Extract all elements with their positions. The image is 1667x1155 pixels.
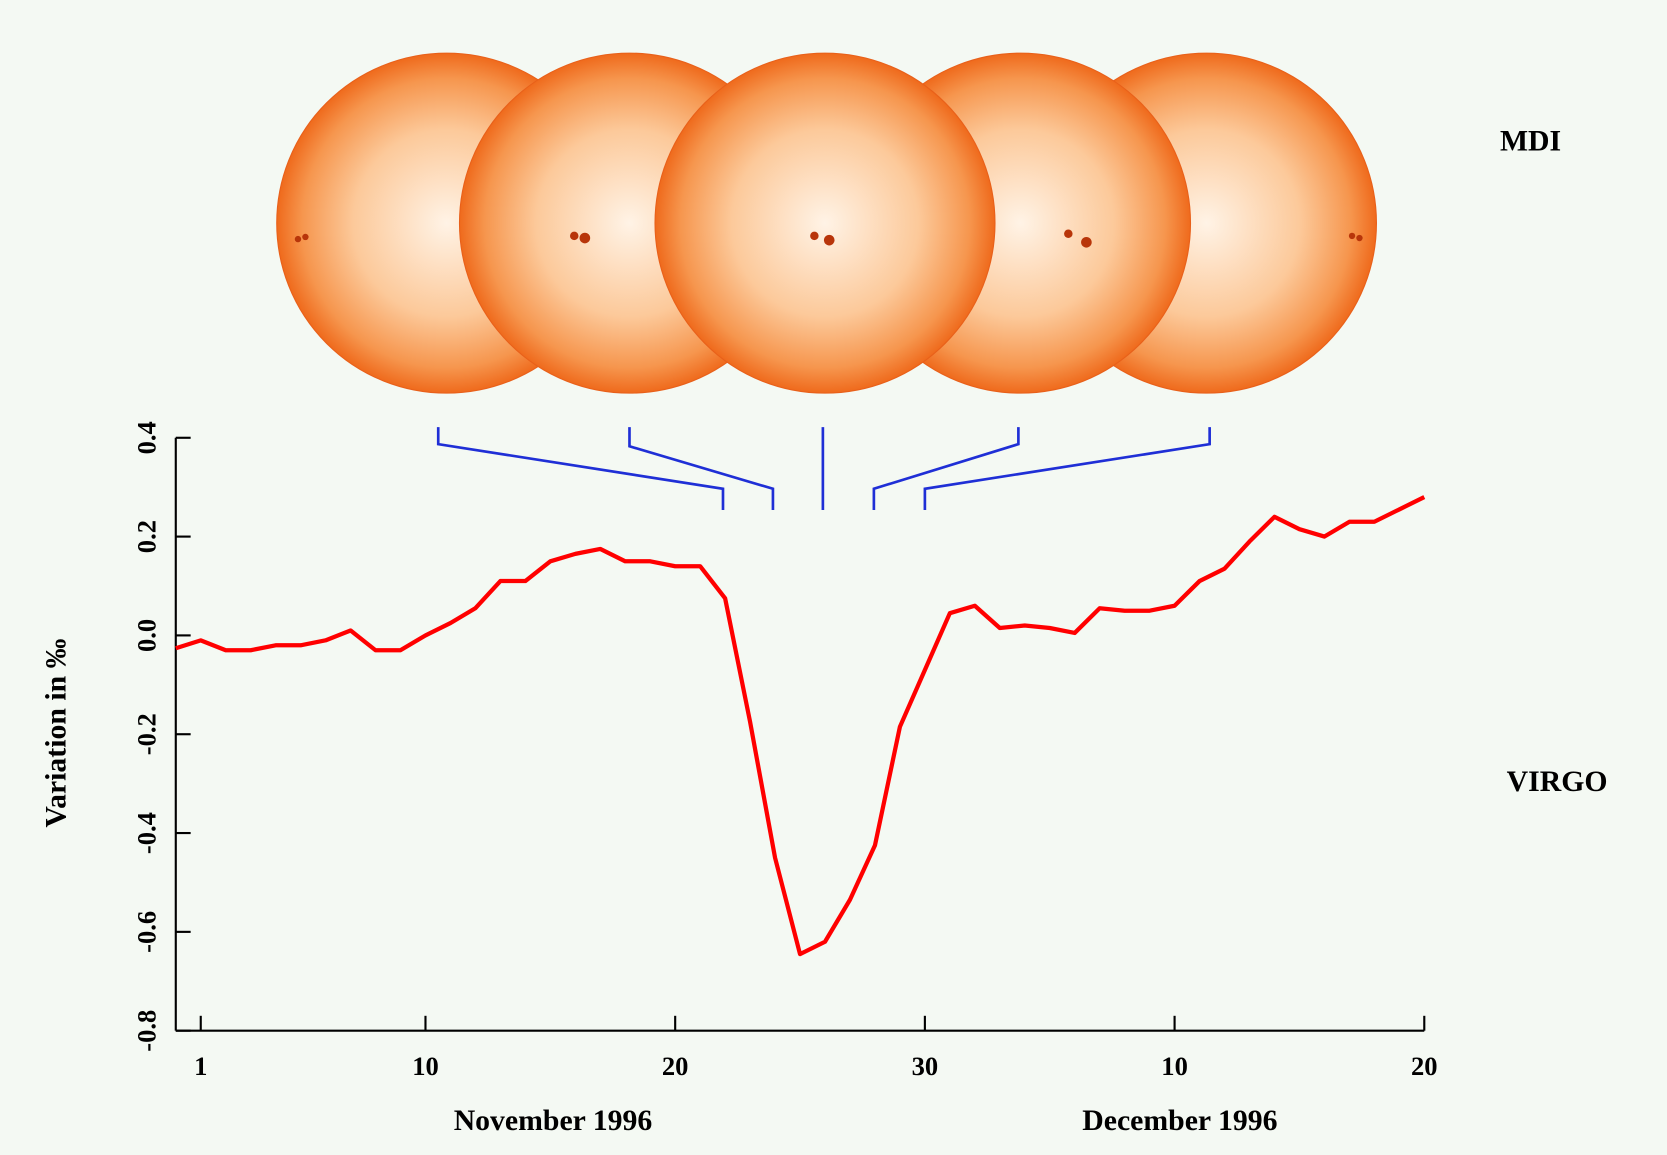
annotation: MDI (1500, 124, 1561, 157)
y-tick-label: 0.2 (131, 520, 161, 553)
connectors (436, 427, 1211, 511)
sun-disk (654, 52, 996, 394)
x-tick-label: 10 (412, 1051, 439, 1081)
x-tick-label: 20 (1411, 1051, 1438, 1081)
y-tick-label: 0.4 (131, 421, 161, 454)
y-tick-label: -0.6 (131, 911, 161, 953)
x-tick-label: 30 (912, 1051, 939, 1081)
y-tick-label: -0.8 (131, 1010, 161, 1052)
annotation: VIRGO (1507, 765, 1608, 798)
y-axis-label: Variation in ‰ (40, 638, 73, 827)
sun-images (276, 52, 1377, 394)
y-tick-label: -0.2 (131, 713, 161, 755)
y-tick-label: 0.0 (131, 619, 161, 652)
sunspots (294, 229, 1363, 248)
x-tick-label: 10 (1161, 1051, 1188, 1081)
y-tick-label: -0.4 (131, 812, 161, 854)
month-label: November 1996 (454, 1104, 653, 1137)
data-line (175, 495, 1426, 957)
month-label: December 1996 (1082, 1104, 1277, 1137)
x-tick-label: 20 (662, 1051, 689, 1081)
x-tick-label: 1 (194, 1051, 207, 1081)
